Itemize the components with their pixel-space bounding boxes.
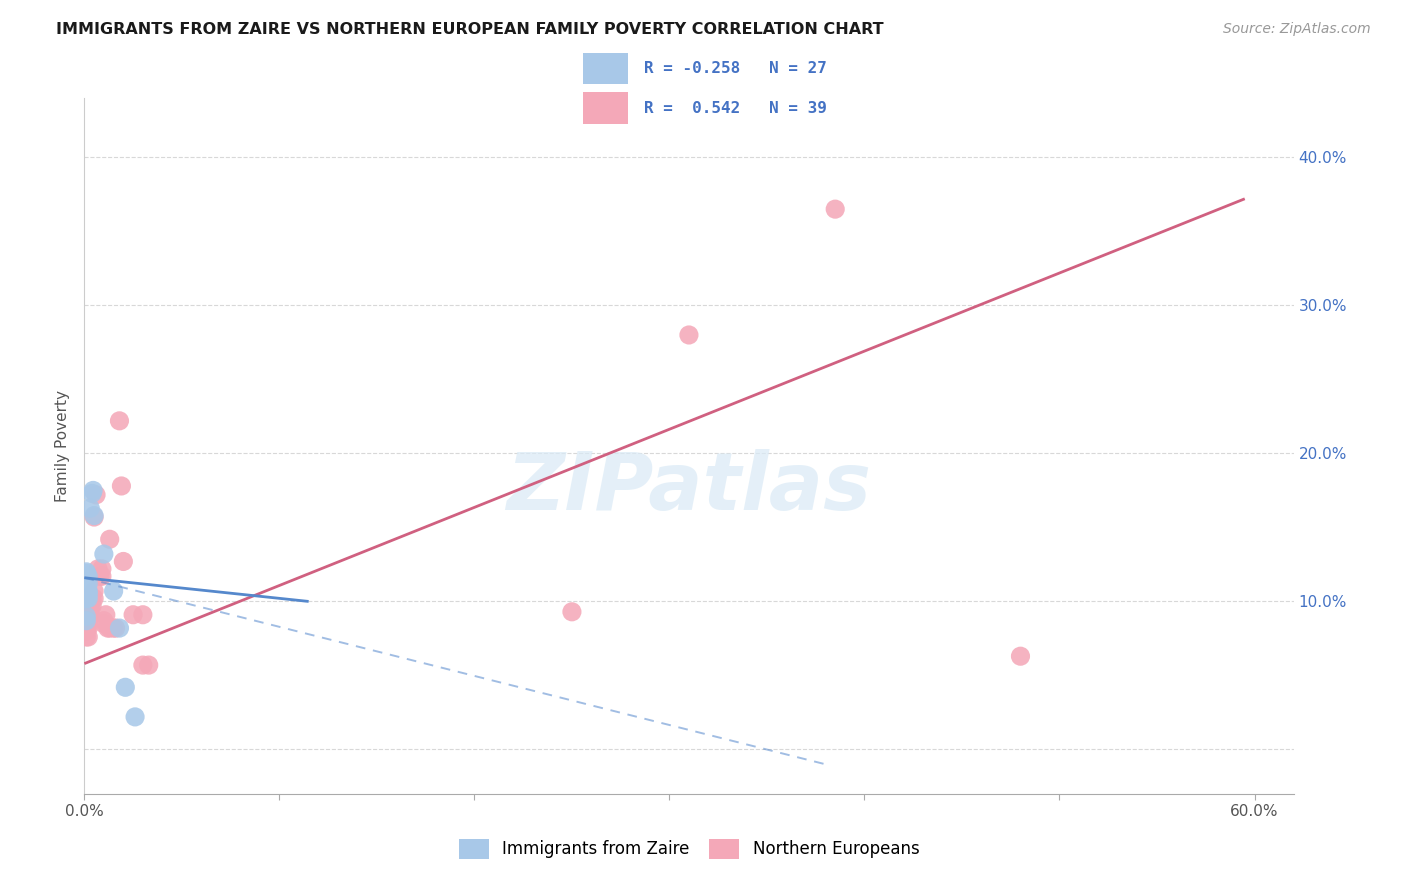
Point [83,508,105,523]
Point [75,575,97,590]
Point [75,572,97,586]
Point [82,599,104,613]
Point [75,591,97,606]
Point [79,600,101,615]
Point [76,584,98,599]
Point [1010,649,1032,664]
Point [94,607,117,622]
Point [77,630,100,644]
Point [104,621,127,635]
FancyBboxPatch shape [583,93,628,124]
Point [77,584,100,599]
FancyBboxPatch shape [583,53,628,84]
Point [79,607,101,622]
Point [98,621,121,635]
Point [82,593,104,607]
Point [90,562,112,576]
Point [75,590,97,604]
Point [83,591,105,606]
Point [103,621,125,635]
Point [75,615,97,629]
Text: Source: ZipAtlas.com: Source: ZipAtlas.com [1223,22,1371,37]
Text: ZIPatlas: ZIPatlas [506,449,872,527]
Point [77,576,100,591]
Point [90,569,112,583]
Point [77,615,100,629]
Point [678,328,700,343]
Point [77,591,100,606]
Point [93,616,115,631]
Point [108,414,131,428]
Point [87,562,110,576]
Point [77,607,100,621]
Point [84,488,107,502]
Point [75,614,97,628]
Y-axis label: Family Poverty: Family Poverty [55,390,70,502]
Point [75,571,97,585]
Point [93,547,115,561]
Point [132,658,155,673]
Point [77,569,100,583]
Point [89,569,111,583]
Point [110,479,132,493]
Point [75,565,97,579]
Point [79,501,101,516]
Point [103,584,125,599]
Point [114,681,136,695]
Point [124,710,146,724]
Point [98,533,121,547]
Text: R =  0.542   N = 39: R = 0.542 N = 39 [644,101,827,115]
Point [112,554,135,568]
Point [561,605,583,619]
Point [77,587,100,601]
Point [75,624,97,638]
Point [75,571,97,585]
Point [77,621,100,635]
Point [97,621,120,635]
Point [75,630,97,644]
Point [82,483,104,498]
Point [122,607,145,622]
Point [82,486,104,500]
Point [132,607,155,622]
Legend: Immigrants from Zaire, Northern Europeans: Immigrants from Zaire, Northern European… [451,832,927,865]
Point [138,658,160,673]
Text: IMMIGRANTS FROM ZAIRE VS NORTHERN EUROPEAN FAMILY POVERTY CORRELATION CHART: IMMIGRANTS FROM ZAIRE VS NORTHERN EUROPE… [56,22,884,37]
Point [108,621,131,635]
Point [75,621,97,635]
Point [83,510,105,524]
Point [75,609,97,624]
Point [75,566,97,581]
Point [75,582,97,597]
Point [93,614,115,628]
Point [824,202,846,216]
Point [83,584,105,599]
Text: R = -0.258   N = 27: R = -0.258 N = 27 [644,62,827,76]
Point [75,572,97,586]
